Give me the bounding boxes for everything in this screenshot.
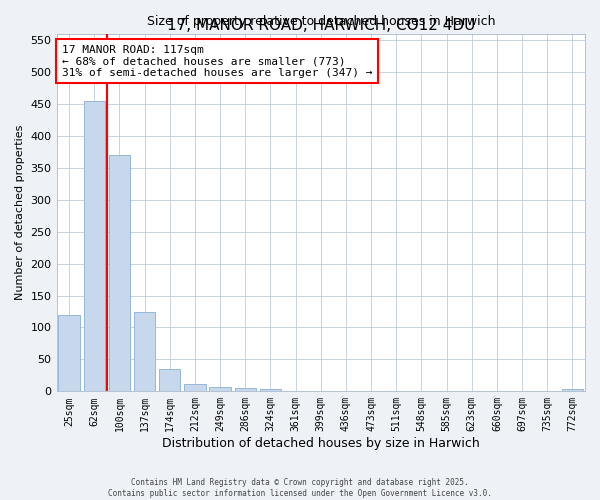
X-axis label: Distribution of detached houses by size in Harwich: Distribution of detached houses by size … xyxy=(162,437,479,450)
Text: 17 MANOR ROAD: 117sqm
← 68% of detached houses are smaller (773)
31% of semi-det: 17 MANOR ROAD: 117sqm ← 68% of detached … xyxy=(62,44,373,78)
Bar xyxy=(83,101,105,392)
Bar xyxy=(109,155,130,392)
Bar xyxy=(361,390,382,392)
Bar xyxy=(285,390,307,392)
Text: Contains HM Land Registry data © Crown copyright and database right 2025.
Contai: Contains HM Land Registry data © Crown c… xyxy=(108,478,492,498)
Bar xyxy=(260,389,281,392)
Text: Size of property relative to detached houses in Harwich: Size of property relative to detached ho… xyxy=(146,16,495,28)
Bar xyxy=(562,390,583,392)
Bar xyxy=(159,369,181,392)
Title: 17, MANOR ROAD, HARWICH, CO12 4DU: 17, MANOR ROAD, HARWICH, CO12 4DU xyxy=(167,18,475,32)
Bar xyxy=(235,388,256,392)
Bar xyxy=(209,387,231,392)
Bar xyxy=(184,384,206,392)
Bar xyxy=(134,312,155,392)
Bar xyxy=(58,314,80,392)
Y-axis label: Number of detached properties: Number of detached properties xyxy=(15,125,25,300)
